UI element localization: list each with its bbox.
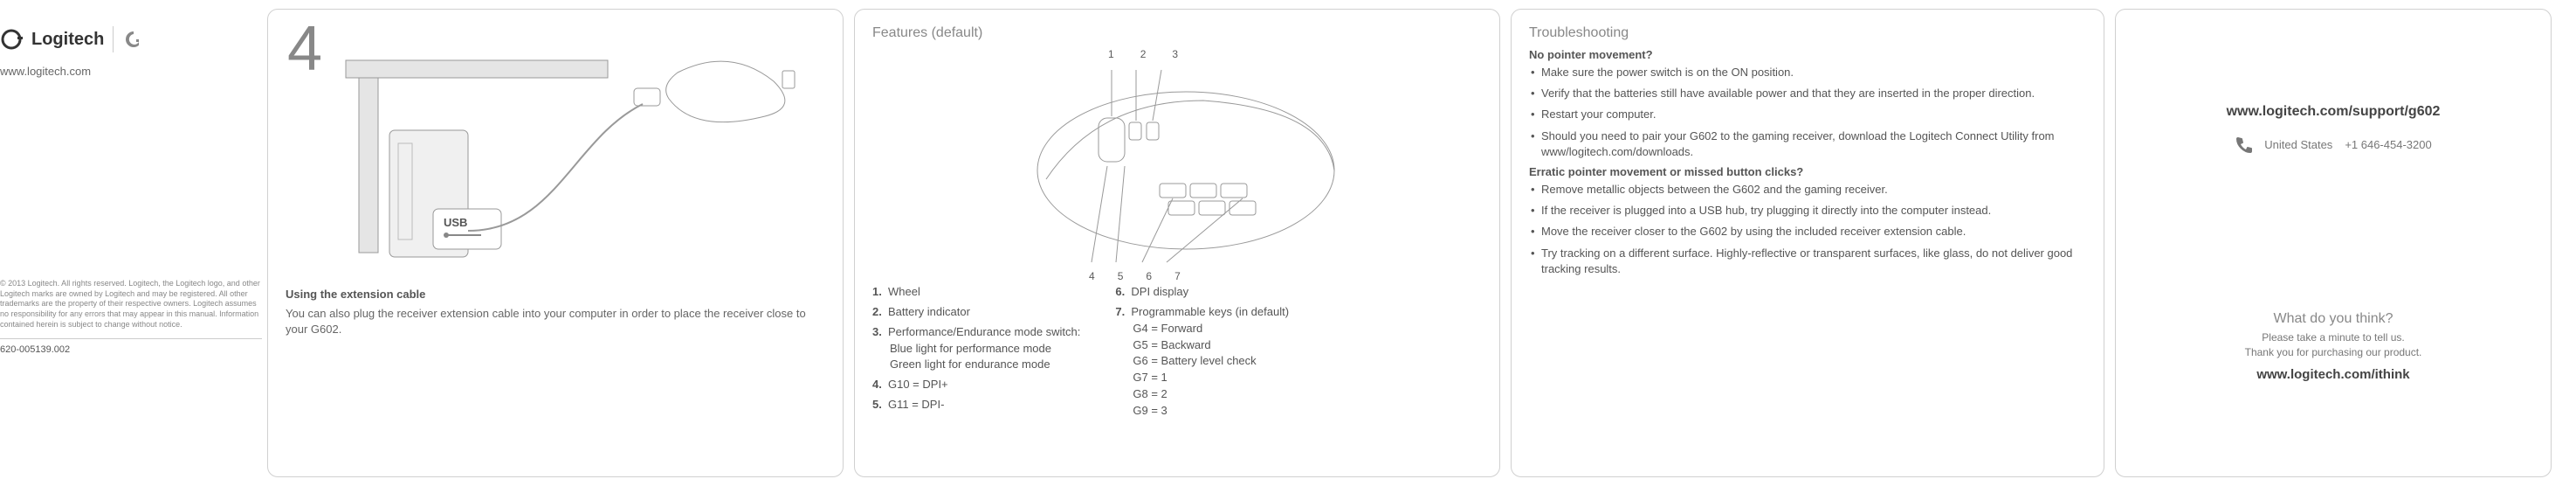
legal-text: © 2013 Logitech. All rights reserved. Lo… bbox=[0, 279, 262, 330]
think-body: Please take a minute to tell us. Thank y… bbox=[2245, 330, 2422, 360]
support-country: United States bbox=[2264, 138, 2332, 151]
features-left-list: 1.Wheel 2.Battery indicator 3.Performance/… bbox=[872, 284, 1080, 423]
think-url: www.logitech.com/ithink bbox=[2245, 367, 2422, 382]
brand-panel: Logitech www.logitech.com © 2013 Logitec… bbox=[0, 0, 262, 486]
extension-title: Using the extension cable bbox=[286, 288, 825, 301]
ts-item: If the receiver is plugged into a USB hu… bbox=[1529, 203, 2086, 219]
ts-item: Move the receiver closer to the G602 by … bbox=[1529, 224, 2086, 240]
troubleshooting-heading: Troubleshooting bbox=[1529, 25, 2086, 41]
ts-q1: No pointer movement? bbox=[1529, 48, 2086, 61]
mouse-diagram: 1 2 3 4 bbox=[872, 48, 1482, 284]
step4-panel: 4 USB Using the extension cable You can … bbox=[267, 9, 844, 477]
think-heading: What do you think? bbox=[2245, 311, 2422, 327]
phone-icon bbox=[2235, 135, 2252, 153]
extension-body: You can also plug the receiver extension… bbox=[286, 306, 825, 337]
feature-item: 1.Wheel bbox=[872, 284, 1080, 301]
features-right-list: 6.DPI display 7.Programmable keys (in def… bbox=[1115, 284, 1289, 423]
brand-url: www.logitech.com bbox=[0, 65, 262, 78]
logo-row: Logitech bbox=[0, 26, 262, 52]
ts-item: Verify that the batteries still have ava… bbox=[1529, 86, 2086, 101]
ts-q2: Erratic pointer movement or missed butto… bbox=[1529, 165, 2086, 178]
features-heading: Features (default) bbox=[872, 25, 1482, 41]
support-url: www.logitech.com/support/g602 bbox=[2227, 104, 2441, 120]
ts-item: Should you need to pair your G602 to the… bbox=[1529, 128, 2086, 160]
troubleshooting-panel: Troubleshooting No pointer movement? Mak… bbox=[1511, 9, 2104, 477]
ts-item: Try tracking on a different surface. Hig… bbox=[1529, 246, 2086, 277]
ts-item: Make sure the power switch is on the ON … bbox=[1529, 65, 2086, 80]
ts-item: Restart your computer. bbox=[1529, 107, 2086, 122]
callouts-bottom: 4 5 6 7 bbox=[1089, 270, 1181, 282]
feature-item: 2.Battery indicator bbox=[872, 304, 1080, 321]
ts-item: Remove metallic objects between the G602… bbox=[1529, 182, 2086, 198]
logitech-icon bbox=[0, 28, 23, 51]
feature-item: 5.G11 = DPI- bbox=[872, 397, 1080, 413]
g-logo-icon bbox=[113, 26, 139, 52]
feature-item: 3.Performance/Endurance mode switch:Blue… bbox=[872, 324, 1080, 374]
feature-item: 7.Programmable keys (in default)G4 = For… bbox=[1115, 304, 1289, 420]
ts-q1-list: Make sure the power switch is on the ON … bbox=[1529, 65, 2086, 160]
part-number: 620-005139.002 bbox=[0, 338, 262, 355]
extension-illustration: USB bbox=[286, 25, 825, 288]
support-phone: +1 646-454-3200 bbox=[2345, 138, 2431, 151]
features-panel: Features (default) 1 2 3 bbox=[854, 9, 1500, 477]
feature-item: 6.DPI display bbox=[1115, 284, 1289, 301]
brand-name: Logitech bbox=[31, 30, 104, 50]
usb-label: USB bbox=[444, 216, 467, 229]
feature-item: 4.G10 = DPI+ bbox=[872, 377, 1080, 393]
ts-q2-list: Remove metallic objects between the G602… bbox=[1529, 182, 2086, 277]
support-panel: www.logitech.com/support/g602 United Sta… bbox=[2115, 9, 2552, 477]
callouts-top: 1 2 3 bbox=[1108, 48, 1178, 60]
step-number: 4 bbox=[287, 13, 322, 85]
